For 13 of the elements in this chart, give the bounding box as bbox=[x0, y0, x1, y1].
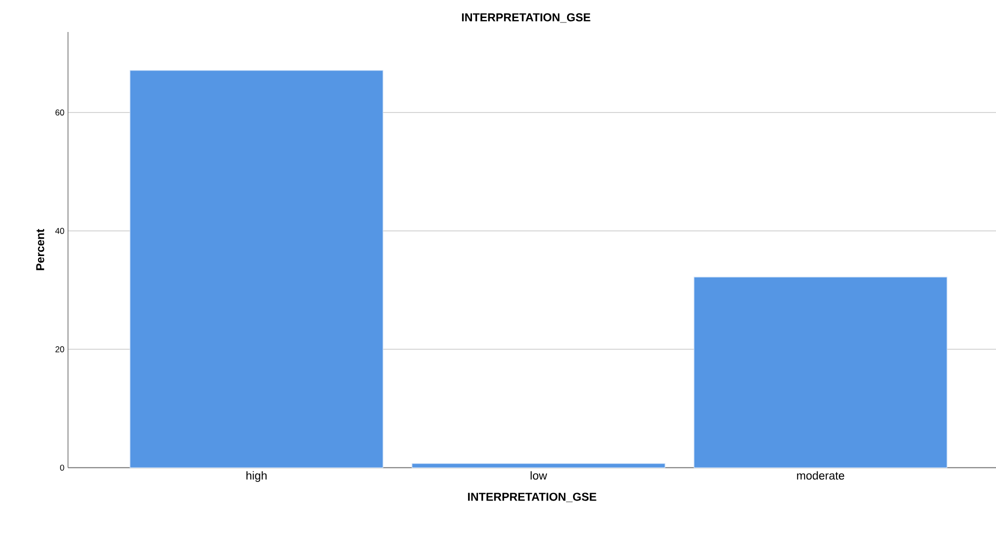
y-tick-label: 20 bbox=[55, 346, 64, 352]
x-tick-label: high bbox=[246, 471, 267, 482]
y-tick-label: 60 bbox=[56, 110, 64, 116]
y-tick-label: 40 bbox=[55, 228, 64, 234]
bar bbox=[694, 276, 948, 468]
y-tick-label: 0 bbox=[60, 464, 64, 471]
y-axis-title: Percent bbox=[36, 228, 44, 270]
chart-title: INTERPRETATION_GSE bbox=[462, 13, 590, 23]
x-tick-label: low bbox=[530, 471, 548, 480]
x-tick-label: moderate bbox=[797, 471, 844, 480]
bar bbox=[130, 70, 384, 468]
x-axis-title: INTERPRETATION_GSE bbox=[468, 492, 596, 502]
bar bbox=[412, 463, 666, 468]
